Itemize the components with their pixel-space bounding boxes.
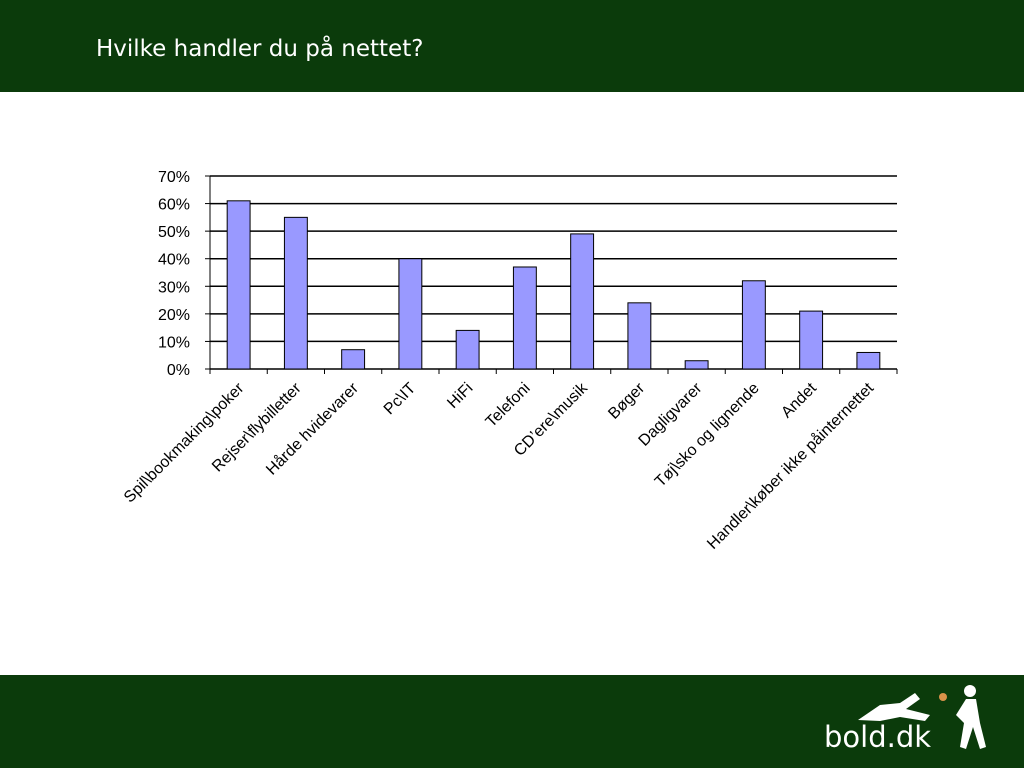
y-tick-label: 10% [158, 334, 190, 351]
logo-text: bold.dk [824, 720, 932, 754]
x-tick-label: HiFi [444, 380, 476, 412]
bar [512, 266, 537, 370]
bar [455, 329, 480, 370]
bar [799, 310, 824, 370]
bar [283, 216, 308, 370]
y-tick-label: 50% [158, 224, 190, 241]
bar [226, 200, 251, 370]
bar [684, 360, 709, 370]
x-tick-label: Telefoni [483, 380, 534, 431]
bar [570, 233, 595, 370]
bar [741, 280, 766, 370]
y-tick-label: 0% [167, 362, 190, 379]
y-tick-label: 40% [158, 252, 190, 269]
y-tick-label: 60% [158, 197, 190, 214]
footer-bar [0, 675, 1024, 768]
slide-title: Hvilke handler du på nettet? [96, 36, 424, 62]
x-tick-label: Andet [778, 379, 820, 421]
x-tick-label: Hårde hvidevarer [262, 379, 362, 479]
chart: 0%10%20%30%40%50%60%70%Spil\bookmaking\p… [121, 169, 898, 553]
x-tick-label: Pc\IT [381, 380, 420, 419]
x-tick-label: Tøj\sko og lignende [652, 380, 763, 491]
x-tick-label: Bøger [605, 379, 648, 422]
header-bar: Hvilke handler du på nettet? [0, 0, 1024, 92]
y-tick-label: 20% [158, 307, 190, 324]
y-tick-label: 30% [158, 279, 190, 296]
y-tick-label: 70% [158, 169, 190, 186]
bar [627, 302, 652, 370]
bar [341, 349, 366, 370]
bar [398, 258, 423, 370]
bar [856, 351, 881, 370]
logo-graphic [858, 685, 986, 749]
